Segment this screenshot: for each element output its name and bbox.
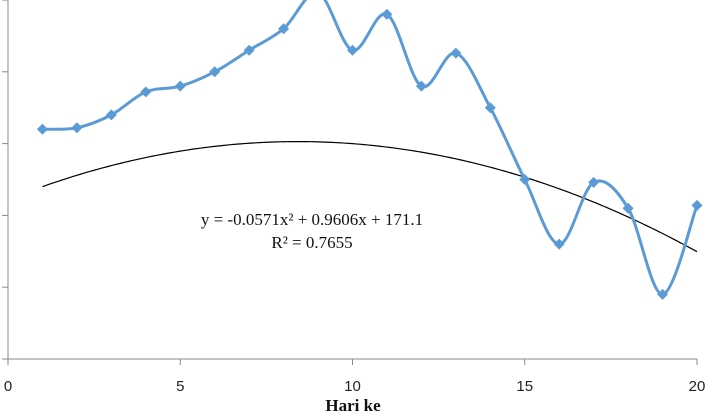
data-point xyxy=(450,47,462,59)
x-tick-label: 10 xyxy=(344,378,361,395)
trendline-equation: y = -0.0571x² + 0.9606x + 171.1 xyxy=(201,210,423,229)
data-point xyxy=(519,174,531,185)
x-tick-label: 0 xyxy=(4,378,12,395)
axes xyxy=(2,0,698,365)
data-point xyxy=(71,122,83,134)
data-point xyxy=(243,44,255,56)
x-tick-label: 5 xyxy=(176,378,184,395)
data-point xyxy=(622,202,634,214)
data-point xyxy=(36,123,48,135)
data-point xyxy=(691,199,703,211)
data-point xyxy=(140,86,152,98)
trendline xyxy=(42,140,698,253)
data-point xyxy=(588,176,600,188)
data-point xyxy=(347,44,358,56)
data-point xyxy=(174,80,186,92)
data-series-line xyxy=(42,0,699,296)
x-tick-labels: 0 5 10 15 20 xyxy=(4,378,706,395)
data-point xyxy=(105,109,117,121)
data-point xyxy=(553,238,565,250)
x-axis-title: Hari ke xyxy=(325,396,381,413)
data-point xyxy=(278,23,290,35)
data-point xyxy=(209,66,221,78)
r-squared-label: R² = 0.7655 xyxy=(271,233,352,252)
x-tick-label: 20 xyxy=(689,378,706,395)
data-markers xyxy=(36,8,703,300)
data-point xyxy=(381,8,393,20)
data-point xyxy=(484,102,496,114)
x-tick-label: 15 xyxy=(516,378,533,395)
data-point xyxy=(415,80,427,92)
data-point xyxy=(657,288,669,300)
